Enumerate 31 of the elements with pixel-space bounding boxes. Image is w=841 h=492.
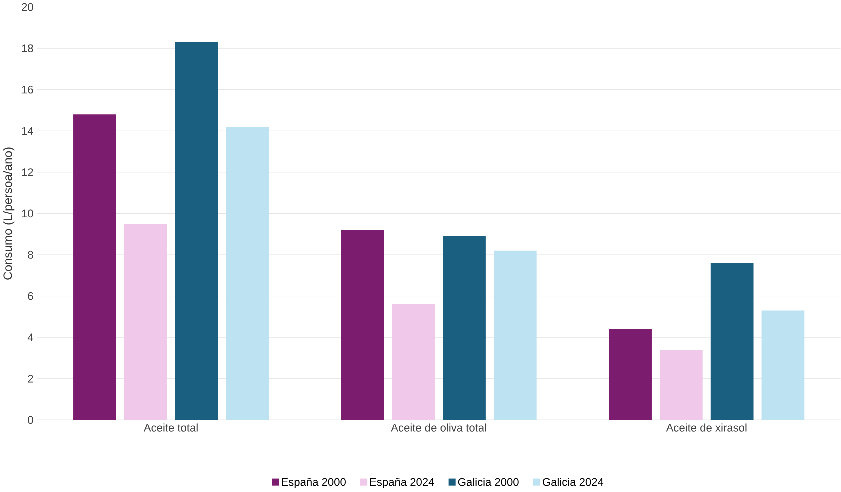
legend-label: Galicia 2000: [458, 478, 519, 486]
bar: [124, 224, 168, 420]
bar: [392, 304, 436, 420]
y-tick-label: 12: [22, 168, 34, 176]
bar: [710, 263, 754, 420]
y-tick-label: 6: [28, 292, 34, 300]
bar: [494, 251, 537, 420]
x-tick-label: Aceite de oliva total: [391, 424, 486, 432]
x-tick-label: Aceite total: [144, 424, 198, 432]
y-tick-label: 18: [22, 44, 34, 53]
y-tick-label: 4: [28, 334, 34, 342]
y-tick-label: 10: [22, 210, 34, 218]
bar: [660, 350, 703, 420]
legend-label: España 2024: [370, 478, 434, 489]
y-axis-title: Consumo (L/persoa/ano): [3, 148, 15, 280]
y-tick-label: 14: [22, 128, 34, 136]
x-tick-label: Aceite de xirasol: [666, 424, 747, 432]
y-tick-label: 2: [28, 375, 34, 383]
y-tick-label: 8: [28, 251, 34, 260]
bar: [74, 114, 116, 420]
y-tick-label: 0: [28, 416, 34, 424]
y-tick-label: 16: [22, 86, 34, 94]
bar: [762, 310, 805, 420]
legend-label: Galicia 2024: [543, 478, 604, 486]
y-tick-label: 20: [22, 4, 34, 12]
bar: [443, 236, 486, 420]
bar: [175, 42, 218, 420]
bar: [609, 330, 652, 420]
bar: [226, 127, 270, 420]
legend-label: España 2000: [282, 478, 346, 489]
bar: [341, 230, 384, 420]
